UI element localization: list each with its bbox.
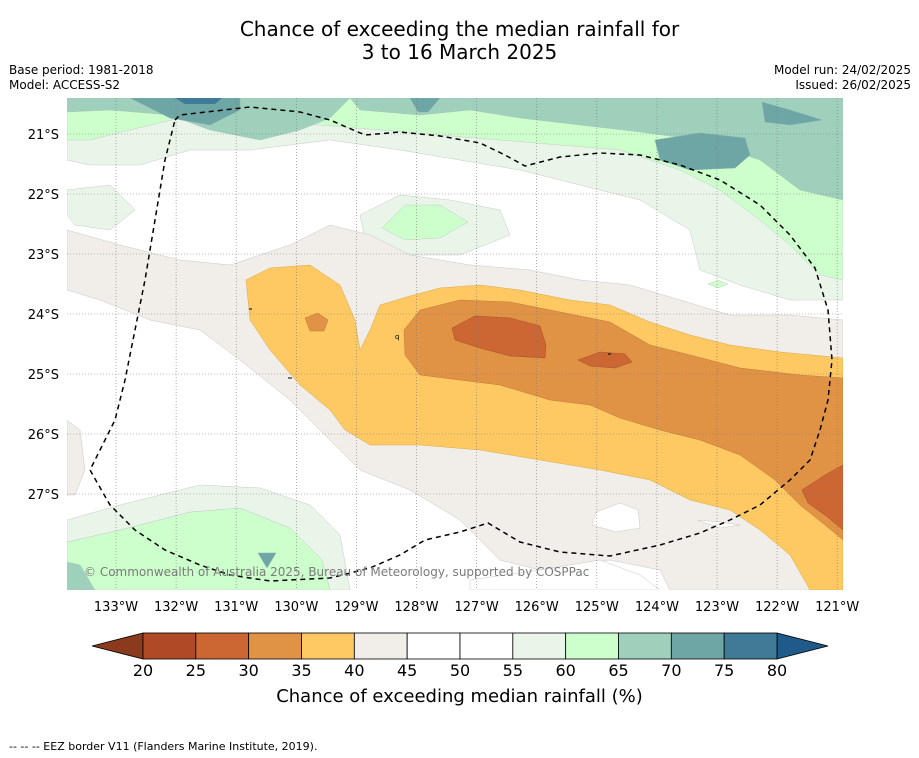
model-label: Model: ACCESS-S2	[9, 78, 121, 92]
lat-label: 23°S	[28, 248, 59, 263]
zone-55-60-south	[67, 484, 351, 590]
colorbar-tick-label: 70	[661, 661, 681, 680]
zone-65-70-north	[67, 98, 843, 201]
model-run-label: Model run: 24/02/2025	[773, 63, 911, 77]
latitude-labels: 21°S 22°S 23°S 24°S 25°S 26°S 27°S	[28, 128, 59, 503]
zone-45-50-sw	[469, 559, 661, 590]
colorbar-tick-label: 20	[133, 661, 153, 680]
base-period-label: Base period: 1981-2018	[9, 63, 154, 77]
zone-40-45-left	[67, 419, 86, 496]
colorbar-segment	[723, 632, 778, 660]
lon-label: 121°W	[815, 600, 859, 615]
meta-right: Model run: 24/02/2025 Issued: 26/02/2025	[774, 63, 911, 93]
zone-70-75-west	[129, 98, 241, 126]
island-mark: q	[395, 333, 399, 341]
zone-45-50-island	[591, 502, 641, 533]
lon-label: 133°W	[94, 600, 138, 615]
longitude-labels: 133°W 132°W 131°W 130°W 129°W 128°W 127°W 126°W…	[94, 600, 860, 615]
chart-title: Chance of exceeding the median rainfall …	[0, 18, 919, 64]
lat-label: 22°S	[28, 188, 59, 203]
lon-label: 129°W	[334, 600, 378, 615]
lat-label: 25°S	[28, 368, 59, 383]
eez-border	[89, 106, 833, 582]
colorbar-segment	[353, 632, 408, 660]
lon-label: 122°W	[755, 600, 799, 615]
colorbar-tick-label: 80	[767, 661, 787, 680]
colorbar-segment	[142, 632, 197, 660]
colorbar-under-arrow	[91, 632, 144, 660]
colorbar-tick-label: 30	[238, 661, 258, 680]
lon-label: 123°W	[695, 600, 739, 615]
title-line-2: 3 to 16 March 2025	[361, 40, 558, 64]
colorbar-segment	[195, 632, 250, 660]
lon-label: 126°W	[515, 600, 559, 615]
copyright-text: © Commonwealth of Australia 2025, Bureau…	[84, 565, 590, 579]
zone-25-30-main	[451, 315, 547, 359]
zone-65-70-corner	[67, 561, 96, 590]
lon-label: 128°W	[394, 600, 438, 615]
zone-75-80-top	[175, 98, 222, 104]
zone-70-75-top	[409, 98, 441, 113]
colorbar-tick-label: 75	[714, 661, 734, 680]
lon-label: 132°W	[154, 600, 198, 615]
lon-label: 125°W	[575, 600, 619, 615]
colorbar-tick-label: 25	[186, 661, 206, 680]
zone-25-30-east	[577, 351, 633, 369]
colorbar-tick-label: 50	[450, 661, 470, 680]
colorbar-segment	[618, 632, 672, 660]
zone-70-75-south	[257, 552, 277, 569]
colorbar-segment	[670, 632, 725, 660]
colorbar-tick-label: 65	[608, 661, 628, 680]
zone-45-50-wedge	[696, 519, 741, 529]
lon-label: 127°W	[455, 600, 499, 615]
lon-label: 131°W	[214, 600, 258, 615]
zone-60-65-central	[381, 204, 469, 241]
zone-30-35-small	[304, 312, 329, 332]
lon-label: 124°W	[635, 600, 679, 615]
colorbar-tick-label: 60	[555, 661, 575, 680]
colorbar-tick-label: 55	[503, 661, 523, 680]
colorbar: 20 25 30 35 40 45 50 55 60 65 70 75 80	[91, 632, 829, 680]
colorbar-segment	[512, 632, 567, 660]
zone-25-30-corner	[801, 464, 843, 531]
colorbar-segment	[565, 632, 619, 660]
lat-label: 27°S	[28, 488, 59, 503]
footnote: -- -- -- EEZ border V11 (Flanders Marine…	[9, 740, 318, 753]
lon-label: 130°W	[274, 600, 318, 615]
issued-label: Issued: 26/02/2025	[795, 78, 911, 92]
colorbar-segment	[406, 632, 461, 660]
lat-label: 26°S	[28, 428, 59, 443]
colorbar-label: Chance of exceeding median rainfall (%)	[276, 686, 643, 707]
meta-left: Base period: 1981-2018 Model: ACCESS-S2	[9, 63, 154, 93]
colorbar-segment	[301, 632, 355, 660]
map-field	[67, 98, 843, 590]
title-line-1: Chance of exceeding the median rainfall …	[239, 17, 680, 41]
colorbar-tick-label: 40	[344, 661, 364, 680]
zone-55-60-west	[67, 184, 136, 231]
zone-35-40	[245, 264, 843, 590]
colorbar-segment	[459, 632, 514, 660]
colorbar-over-arrow	[776, 632, 829, 660]
colorbar-segment	[248, 632, 302, 660]
lat-label: 24°S	[28, 308, 59, 323]
gridlines	[67, 98, 843, 590]
colorbar-tick-label: 45	[397, 661, 417, 680]
colorbar-tick-label: 35	[291, 661, 311, 680]
zone-60-65-small	[707, 279, 729, 289]
lat-label: 21°S	[28, 128, 59, 143]
zone-30-35-main	[403, 299, 843, 541]
